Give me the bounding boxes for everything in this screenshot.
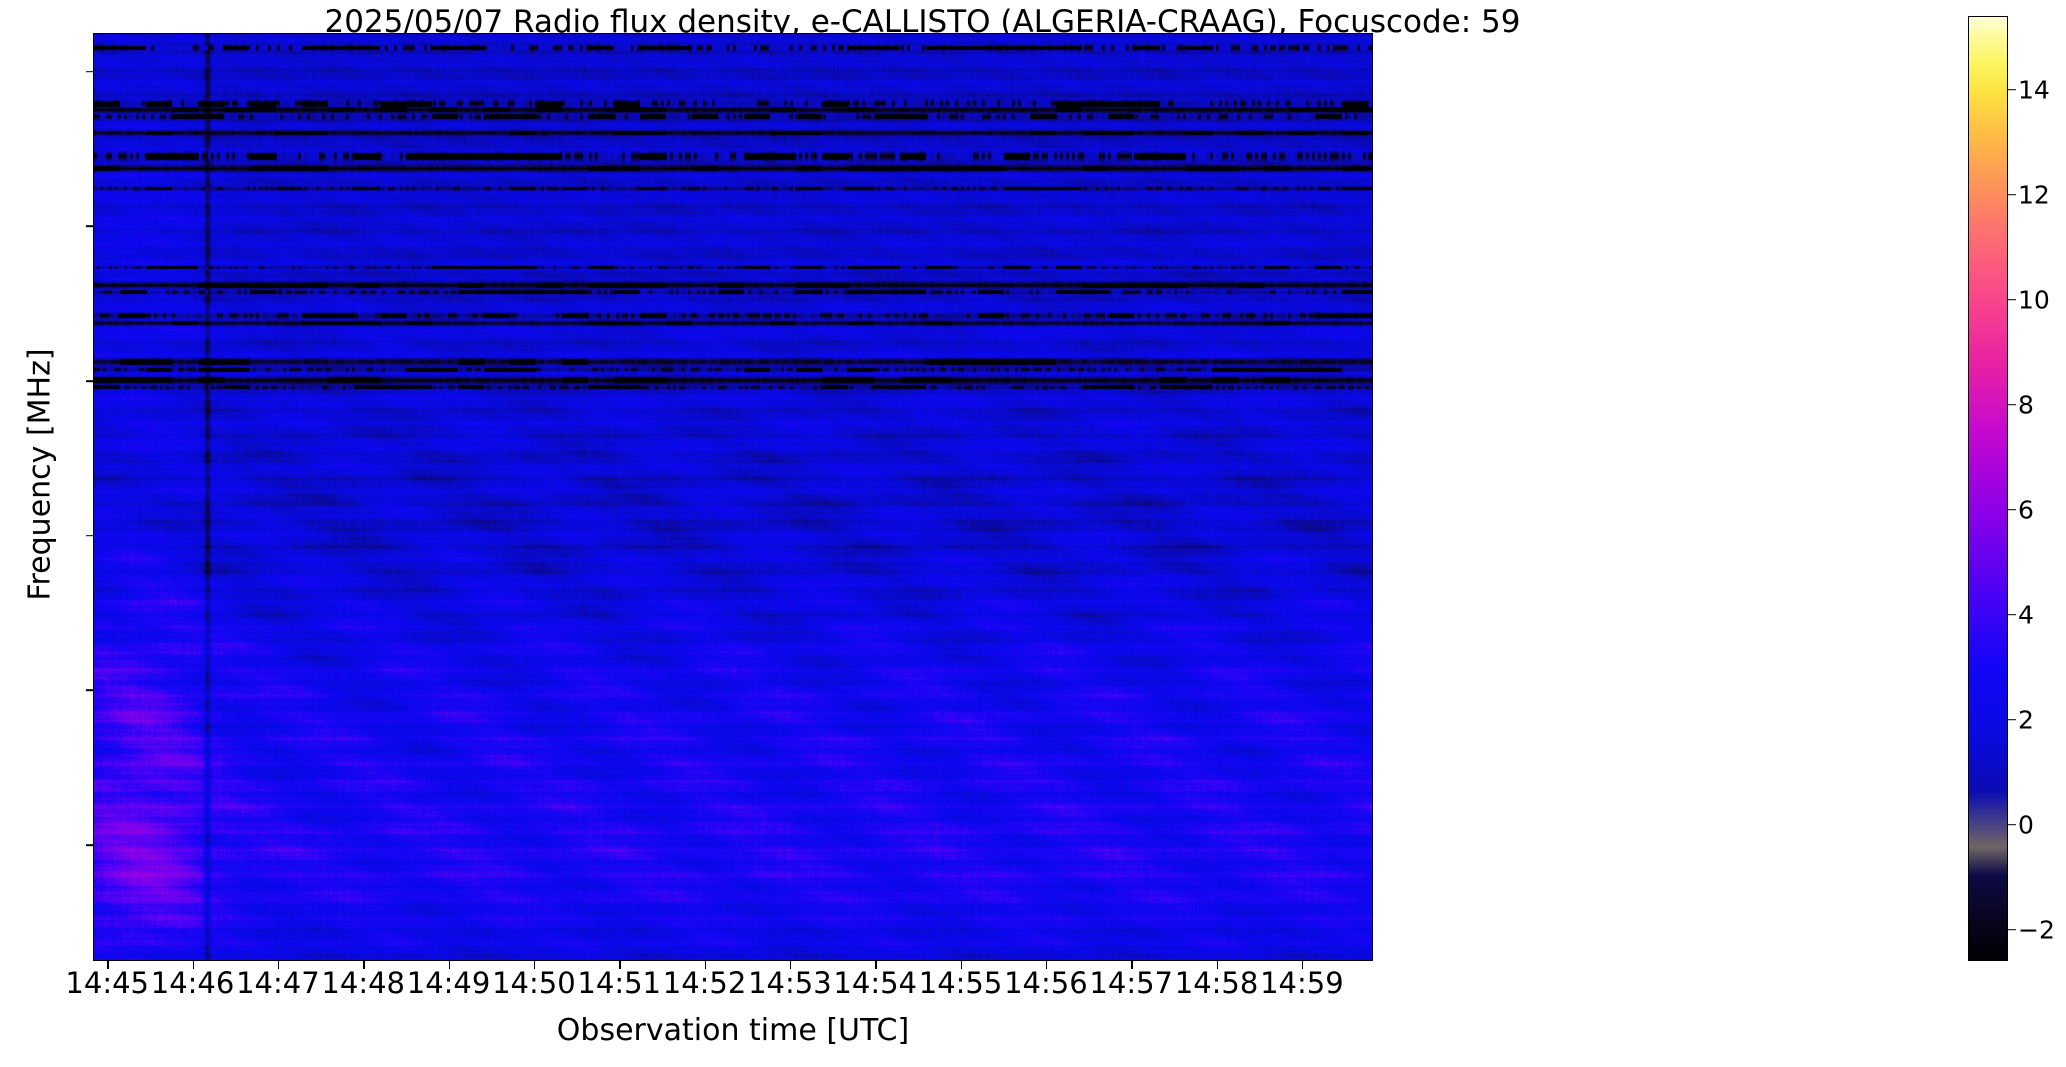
x-axis-tick-mark <box>448 961 451 969</box>
x-axis-tick-mark <box>704 961 707 969</box>
y-axis-tick-mark <box>86 70 94 73</box>
colorbar-tick-mark <box>2008 718 2016 721</box>
x-axis-tick-mark <box>363 961 365 969</box>
x-axis-tick-label: 14:55 <box>918 966 1003 1000</box>
x-axis-tick-mark <box>277 961 280 969</box>
x-axis-tick-mark <box>192 961 195 969</box>
x-axis-tick-mark <box>1045 961 1048 969</box>
y-axis-tick-mark <box>86 225 94 228</box>
x-axis-tick-mark <box>960 961 963 969</box>
colorbar-tick-mark <box>2008 403 2016 406</box>
colorbar-tick-label: 4 <box>2018 600 2034 629</box>
x-axis-tick-label: 14:50 <box>492 966 576 1000</box>
x-axis-tick-label: 14:57 <box>1089 966 1173 1000</box>
x-axis-tick-label: 14:54 <box>833 966 917 1000</box>
y-axis-tick-mark <box>86 380 94 382</box>
colorbar-tick-mark <box>2008 88 2016 91</box>
colorbar-tick-label: 14 <box>2018 75 2050 104</box>
x-axis-tick-mark <box>1216 961 1219 969</box>
x-axis-tick-label: 14:51 <box>577 966 661 1000</box>
x-axis-tick-label: 14:47 <box>236 966 320 1000</box>
colorbar-tick-label: 0 <box>2018 810 2034 839</box>
y-axis-tick-mark <box>86 689 94 692</box>
colorbar-tick-mark <box>2008 823 2016 826</box>
x-axis-tick-mark <box>1131 961 1133 969</box>
x-axis-tick-label: 14:58 <box>1174 966 1259 1000</box>
colorbar-tick-label: 10 <box>2018 285 2050 314</box>
x-axis-label: Observation time [UTC] <box>556 1013 910 1048</box>
colorbar-tick-label: 12 <box>2018 180 2050 209</box>
x-axis-tick-label: 14:59 <box>1260 966 1344 1000</box>
colorbar-tick-mark <box>2008 928 2016 931</box>
x-axis-tick-label: 14:49 <box>406 966 491 1000</box>
spectrogram-image <box>94 34 1372 960</box>
colorbar-tick-label: −2 <box>2018 915 2055 944</box>
x-axis-tick-label: 14:53 <box>748 966 832 1000</box>
x-axis-tick-mark <box>107 961 109 969</box>
y-axis-tick-mark <box>86 534 94 537</box>
x-axis-tick-mark <box>1301 961 1304 969</box>
colorbar <box>1968 16 2008 961</box>
colorbar-tick-label: 6 <box>2018 495 2034 524</box>
colorbar-tick-mark <box>2008 193 2016 196</box>
y-axis-label: Frequency [MHz] <box>22 348 58 601</box>
colorbar-tick-mark <box>2008 613 2016 616</box>
colorbar-tick-mark <box>2008 508 2016 511</box>
x-axis-tick-label: 14:45 <box>65 966 149 1000</box>
x-axis-tick-label: 14:52 <box>662 966 747 1000</box>
colorbar-tick-mark <box>2008 298 2016 301</box>
x-axis-tick-label: 14:56 <box>1004 966 1088 1000</box>
x-axis-tick-mark <box>533 961 536 969</box>
x-axis-tick-mark <box>789 961 792 969</box>
y-axis-tick-mark <box>86 844 94 846</box>
x-axis-tick-mark <box>875 961 877 969</box>
x-axis-tick-label: 14:48 <box>321 966 405 1000</box>
x-axis-tick-label: 14:46 <box>150 966 235 1000</box>
spectrogram-plot-area[interactable] <box>93 33 1373 961</box>
colorbar-tick-label: 2 <box>2018 705 2034 734</box>
colorbar-tick-label: 8 <box>2018 390 2034 419</box>
x-axis-tick-mark <box>619 961 621 969</box>
